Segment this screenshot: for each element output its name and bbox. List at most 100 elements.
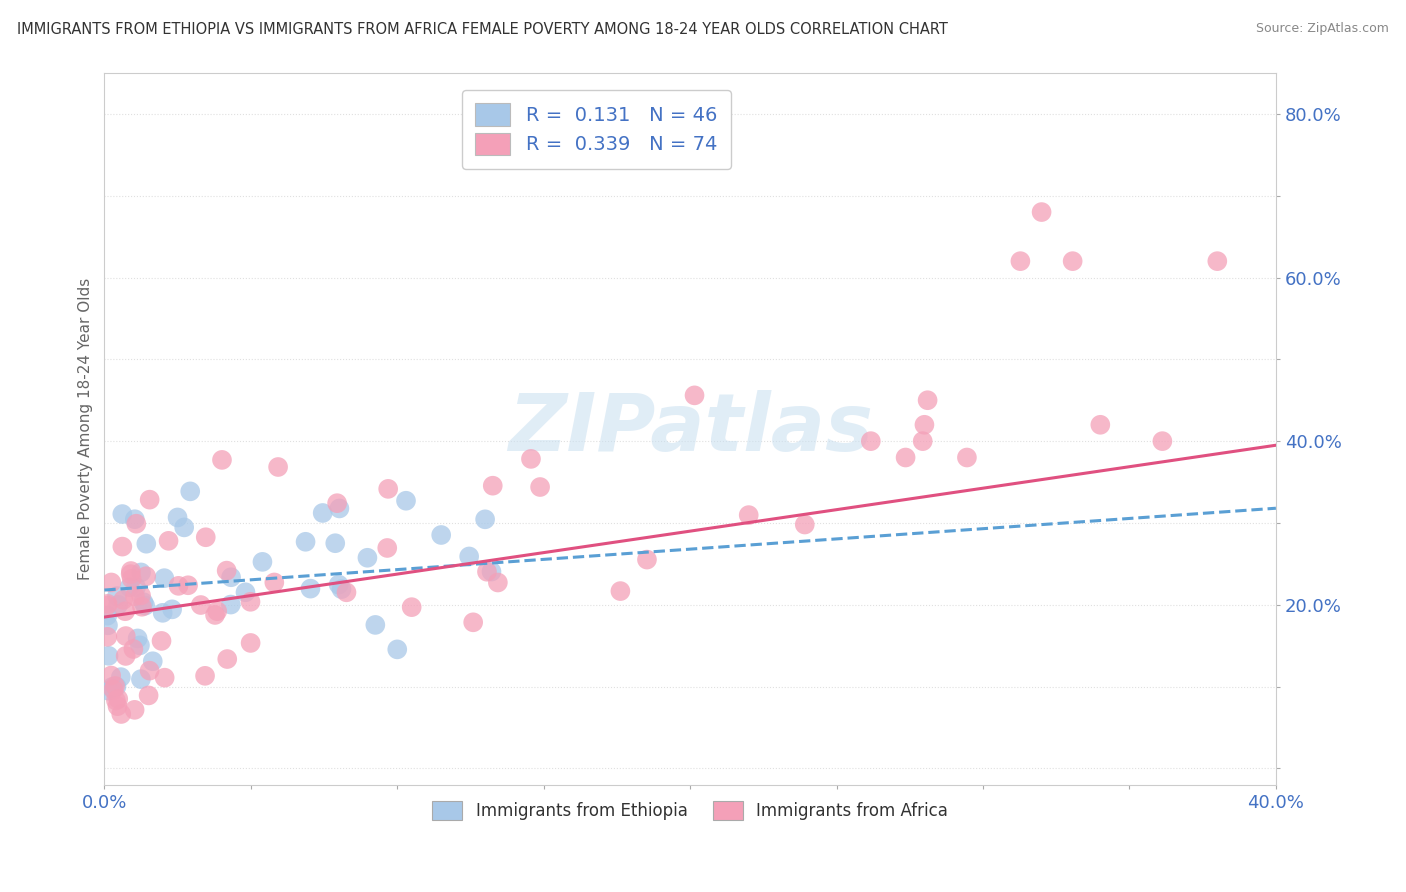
Point xyxy=(481,478,503,492)
Text: ZIPatlas: ZIPatlas xyxy=(508,390,873,468)
Point xyxy=(135,569,157,583)
Point xyxy=(252,555,274,569)
Point xyxy=(217,652,239,666)
Point xyxy=(120,564,142,578)
Point xyxy=(103,682,125,697)
Point xyxy=(100,668,122,682)
Point xyxy=(122,642,145,657)
Point xyxy=(377,482,399,496)
Point xyxy=(520,451,543,466)
Point xyxy=(134,599,156,613)
Point xyxy=(401,600,423,615)
Point xyxy=(96,630,118,644)
Point xyxy=(100,575,122,590)
Point xyxy=(124,512,146,526)
Point xyxy=(111,507,134,521)
Point xyxy=(859,434,882,449)
Point xyxy=(326,496,349,510)
Point xyxy=(323,536,346,550)
Point xyxy=(97,618,120,632)
Point xyxy=(124,703,146,717)
Point xyxy=(312,506,335,520)
Point xyxy=(194,669,217,683)
Point xyxy=(294,534,316,549)
Point xyxy=(239,595,262,609)
Point xyxy=(101,680,124,694)
Point xyxy=(114,648,136,663)
Point xyxy=(387,642,409,657)
Point xyxy=(486,575,509,590)
Point xyxy=(111,540,134,554)
Point xyxy=(205,604,228,618)
Point xyxy=(160,602,183,616)
Point xyxy=(125,516,148,531)
Point xyxy=(375,541,398,555)
Point xyxy=(97,597,120,611)
Point xyxy=(204,607,226,622)
Point xyxy=(110,706,132,721)
Point xyxy=(1090,417,1112,432)
Point xyxy=(138,664,160,678)
Point xyxy=(132,595,155,609)
Point xyxy=(127,632,149,646)
Point xyxy=(114,604,136,618)
Point xyxy=(1010,254,1032,268)
Point xyxy=(328,501,350,516)
Point xyxy=(166,510,188,524)
Point xyxy=(215,564,238,578)
Point xyxy=(609,584,631,599)
Point xyxy=(364,618,387,632)
Point xyxy=(1031,205,1053,219)
Point xyxy=(912,417,935,432)
Point xyxy=(110,670,132,684)
Point xyxy=(894,450,917,465)
Point xyxy=(911,434,934,449)
Point xyxy=(129,566,152,580)
Point xyxy=(356,550,378,565)
Point xyxy=(135,537,157,551)
Point xyxy=(129,588,152,602)
Point xyxy=(125,580,148,594)
Point xyxy=(328,577,350,591)
Point xyxy=(104,693,127,707)
Point xyxy=(956,450,979,465)
Point xyxy=(129,639,152,653)
Point xyxy=(105,680,128,694)
Point xyxy=(299,582,322,596)
Point xyxy=(173,520,195,534)
Point xyxy=(1062,254,1084,268)
Point xyxy=(107,692,129,706)
Point xyxy=(395,493,418,508)
Point xyxy=(267,460,290,475)
Point xyxy=(235,585,257,599)
Point xyxy=(463,615,485,630)
Point xyxy=(124,589,146,603)
Point xyxy=(458,549,481,564)
Point xyxy=(153,571,176,585)
Point xyxy=(118,580,141,594)
Point xyxy=(153,671,176,685)
Point xyxy=(112,593,135,607)
Point xyxy=(239,636,262,650)
Point xyxy=(1152,434,1174,449)
Text: Source: ZipAtlas.com: Source: ZipAtlas.com xyxy=(1256,22,1389,36)
Point xyxy=(97,648,120,663)
Point xyxy=(481,565,503,579)
Point xyxy=(263,575,285,590)
Point xyxy=(179,484,201,499)
Point xyxy=(475,565,498,579)
Point xyxy=(138,492,160,507)
Point xyxy=(194,530,217,544)
Point xyxy=(97,683,120,698)
Point xyxy=(636,552,658,566)
Point xyxy=(167,579,190,593)
Point xyxy=(152,606,174,620)
Point xyxy=(1206,254,1229,268)
Point xyxy=(120,567,142,582)
Point xyxy=(529,480,551,494)
Point xyxy=(219,570,242,584)
Point xyxy=(177,578,200,592)
Point xyxy=(738,508,761,522)
Point xyxy=(330,582,353,596)
Text: IMMIGRANTS FROM ETHIOPIA VS IMMIGRANTS FROM AFRICA FEMALE POVERTY AMONG 18-24 YE: IMMIGRANTS FROM ETHIOPIA VS IMMIGRANTS F… xyxy=(17,22,948,37)
